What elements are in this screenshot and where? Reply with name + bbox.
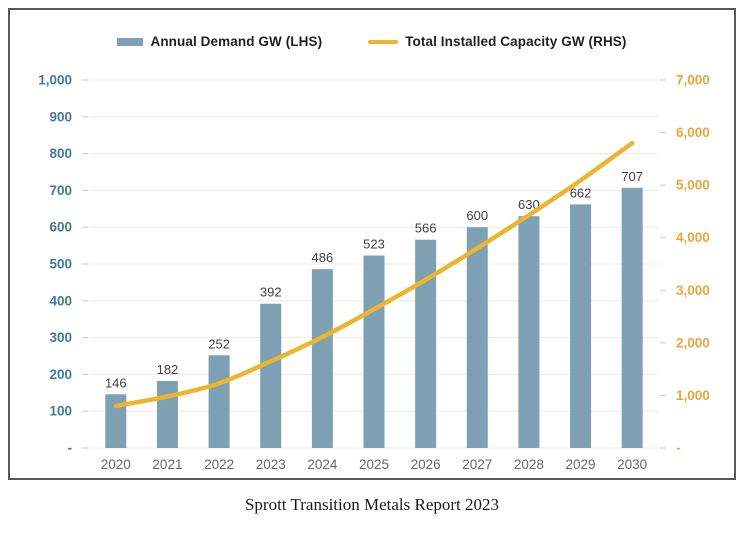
x-axis-year-label: 2020 [101, 457, 131, 472]
bar-annual-demand [570, 204, 592, 448]
bar-annual-demand [311, 269, 333, 448]
bar-annual-demand [518, 216, 540, 448]
bar-value-label: 252 [208, 336, 230, 351]
legend-label-annual-demand: Annual Demand GW (LHS) [150, 34, 323, 49]
legend-item-annual-demand: Annual Demand GW (LHS) [117, 34, 322, 49]
bar-value-label: 392 [260, 285, 282, 300]
bar-annual-demand [260, 303, 282, 448]
right-axis-tick-label: 7,000 [676, 73, 710, 88]
x-axis-year-label: 2022 [204, 457, 234, 472]
bar-annual-demand [363, 255, 385, 448]
left-axis-tick-label: 500 [49, 257, 72, 272]
left-axis-tick-label: - [68, 441, 73, 456]
bar-value-label: 662 [570, 185, 592, 200]
x-axis-year-label: 2026 [411, 457, 441, 472]
bar-series-swatch-icon [117, 37, 144, 46]
left-axis-tick-label: 900 [49, 109, 72, 124]
left-axis-tick-label: 1,000 [38, 73, 72, 88]
right-axis-tick-label: 4,000 [676, 230, 710, 245]
bar-annual-demand [156, 381, 178, 448]
x-axis-year-label: 2030 [617, 457, 647, 472]
left-axis-tick-label: 800 [49, 146, 72, 161]
left-axis-tick-label: 200 [49, 367, 72, 382]
right-axis-tick-label: - [676, 441, 681, 456]
x-axis-year-label: 2028 [514, 457, 544, 472]
right-axis-tick-label: 2,000 [676, 335, 710, 350]
x-axis-year-label: 2027 [462, 457, 492, 472]
bar-annual-demand [621, 187, 643, 448]
installed-capacity-line [113, 140, 635, 409]
left-axis-tick-label: 700 [49, 183, 72, 198]
bar-annual-demand [466, 227, 488, 448]
line-series-swatch-icon [368, 39, 399, 44]
left-axis-tick-label: 400 [49, 293, 72, 308]
legend-item-installed-capacity: Total Installed Capacity GW (RHS) [368, 34, 626, 49]
x-axis-year-label: 2023 [256, 457, 286, 472]
bar-value-label: 630 [518, 197, 540, 212]
x-axis-year-label: 2025 [359, 457, 389, 472]
right-axis-tick-label: 6,000 [676, 125, 710, 140]
left-axis-tick-label: 600 [49, 220, 72, 235]
legend-label-installed-capacity: Total Installed Capacity GW (RHS) [405, 34, 627, 49]
bar-annual-demand [415, 239, 437, 448]
bar-value-label: 182 [157, 362, 179, 377]
x-axis-year-label: 2029 [566, 457, 596, 472]
bar-annual-demand [105, 394, 127, 448]
x-axis-year-label: 2021 [152, 457, 182, 472]
source-caption: Sprott Transition Metals Report 2023 [244, 495, 500, 514]
bar-value-label: 146 [105, 375, 127, 390]
chart-container: Annual Demand GW (LHS) Total Installed C… [8, 8, 736, 480]
bar-value-label: 707 [621, 169, 643, 184]
right-axis-tick-label: 5,000 [676, 178, 710, 193]
x-axis-year-label: 2024 [307, 457, 338, 472]
bar-value-label: 566 [415, 221, 437, 236]
bar-value-label: 600 [466, 208, 488, 223]
left-axis-tick-label: 100 [49, 404, 72, 419]
chart-legend: Annual Demand GW (LHS) Total Installed C… [10, 34, 734, 49]
right-axis-tick-label: 1,000 [676, 388, 710, 403]
chart-plot-area: - 100 200 300 400 500 600 700 800 900 1,000 - 1,000 2… [38, 73, 710, 473]
bar-value-label: 523 [363, 237, 385, 252]
bar-annual-demand [208, 355, 230, 448]
left-axis-tick-label: 300 [49, 330, 72, 345]
right-axis-tick-label: 3,000 [676, 283, 710, 298]
bar-value-label: 486 [312, 250, 334, 265]
